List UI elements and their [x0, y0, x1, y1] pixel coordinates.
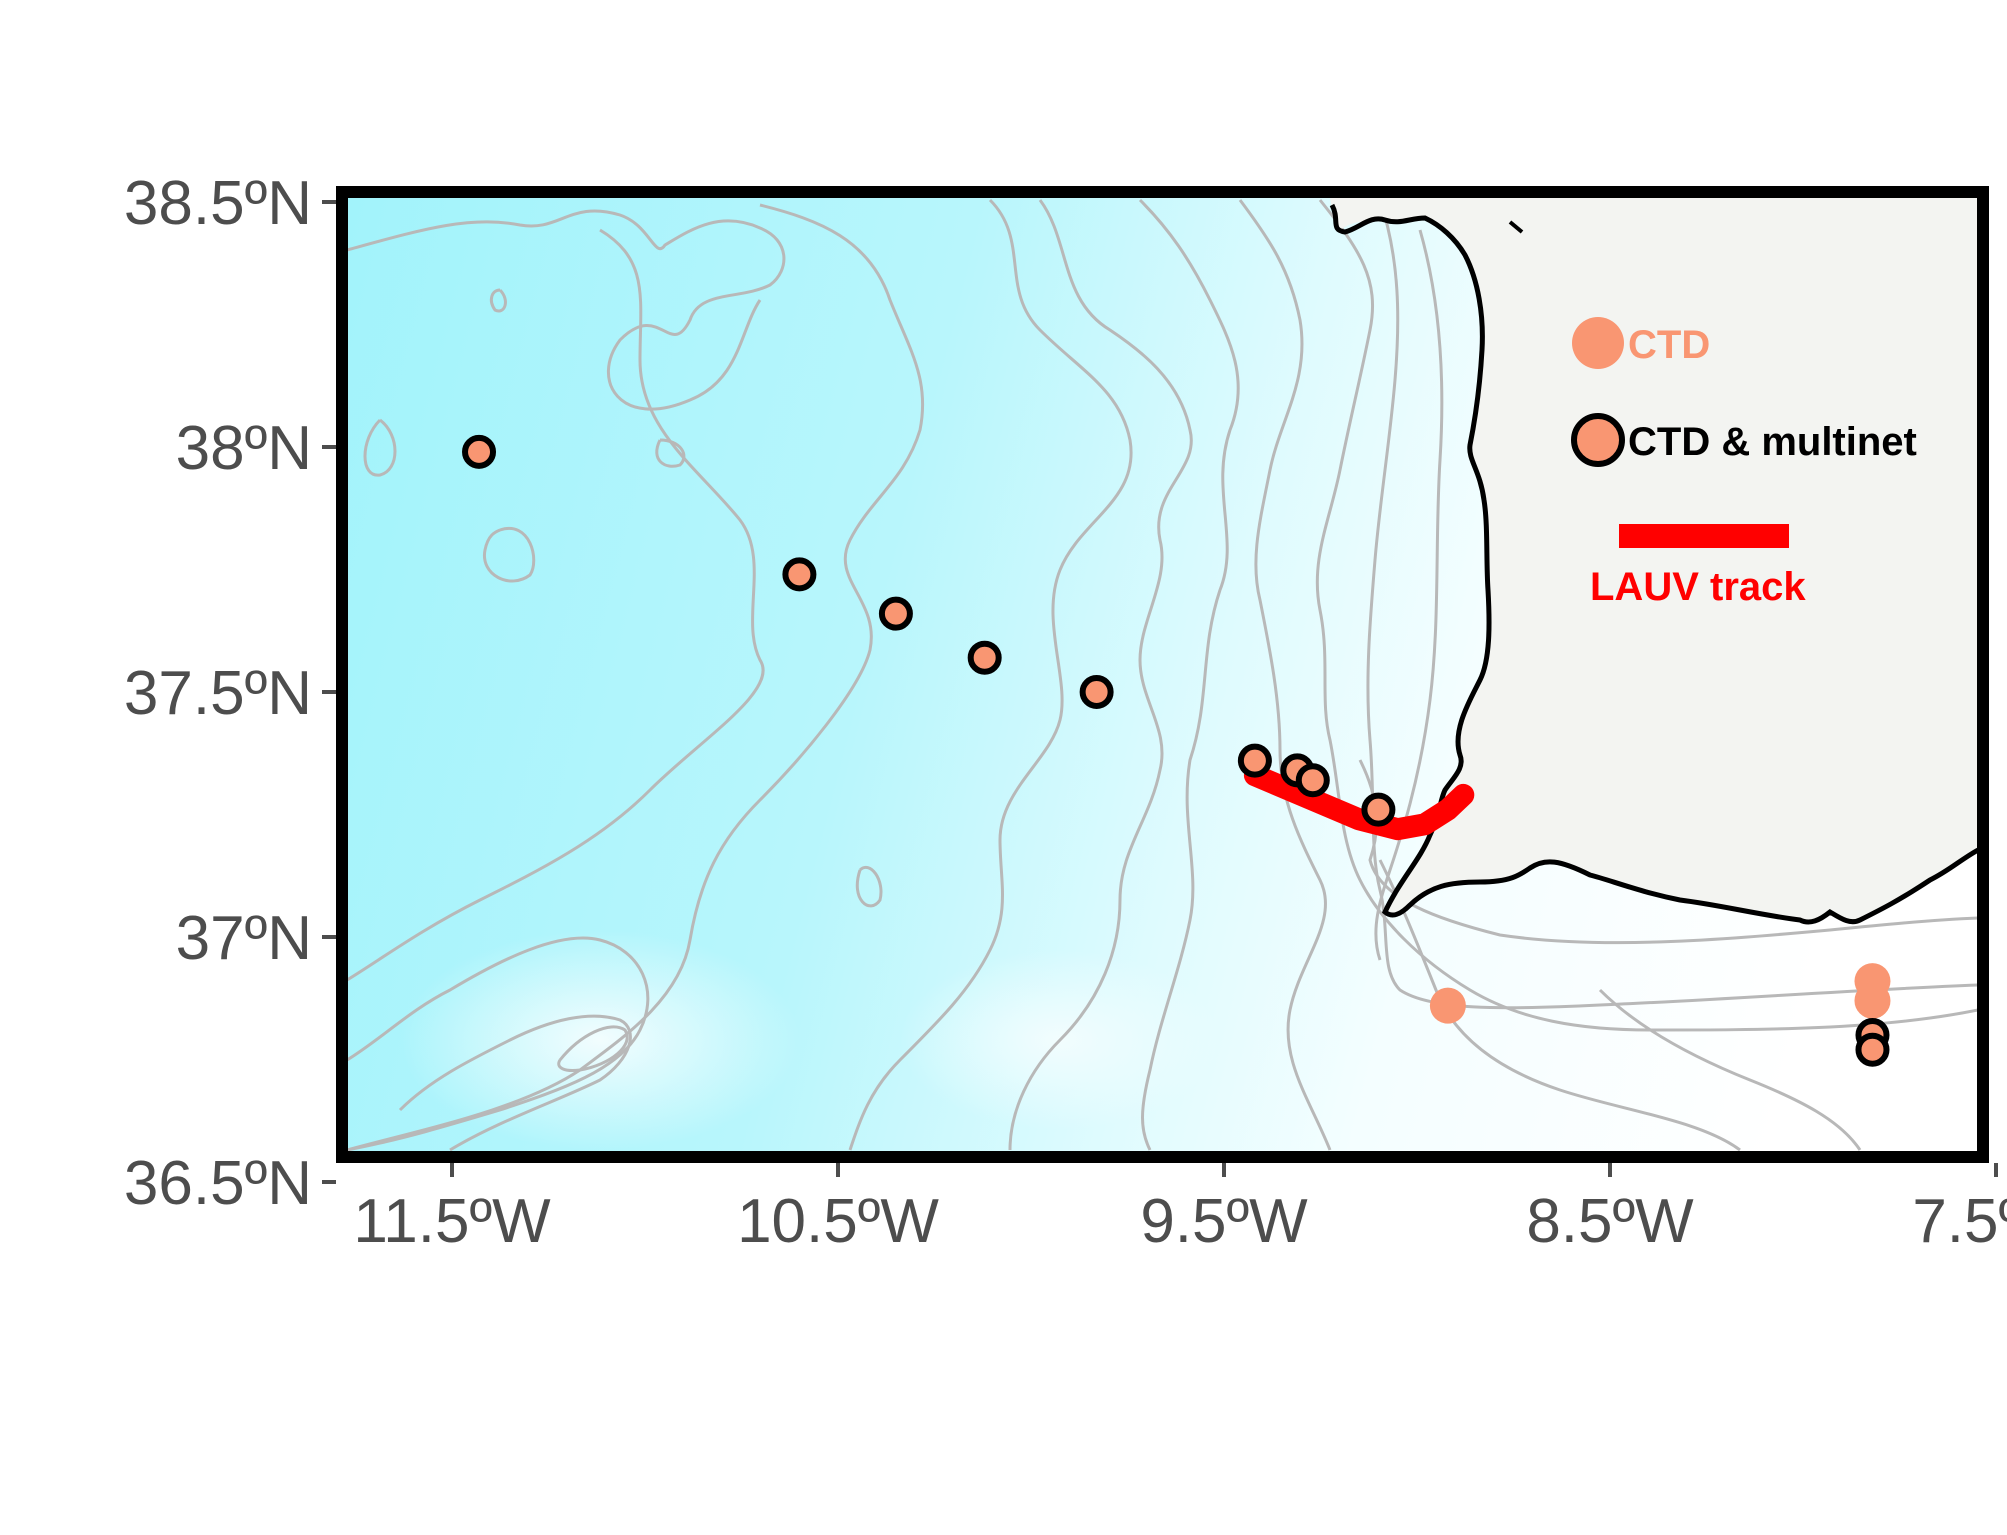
ctd-station-marker [1854, 982, 1891, 1019]
ctd-multinet-station-marker [1361, 792, 1396, 827]
ctd-multinet-station-marker [1237, 743, 1272, 778]
y-tick-label: 37ºN [176, 904, 312, 973]
contour-line [1378, 859, 1741, 1152]
x-tick-label: 9.5ºW [1140, 1187, 1308, 1256]
ctd-multinet-station-marker [1079, 675, 1114, 709]
x-tick-label: 8.5ºW [1526, 1187, 1694, 1256]
x-tick-label: 7.5ºW [1912, 1187, 2007, 1256]
legend-ctd-multinet-label: CTD & multinet [1628, 420, 1917, 464]
contour-line [347, 228, 765, 982]
contour-line [363, 418, 397, 477]
ctd-station-marker [1429, 987, 1466, 1024]
land-area [1330, 197, 1978, 923]
y-axis: 38.5ºN 38ºN 37.5ºN 37ºN 36.5ºN [124, 169, 336, 1218]
contour-line [1374, 229, 1444, 961]
contour-line [655, 438, 686, 468]
map-border [336, 186, 1989, 1163]
legend: CTD CTD & multinet LAUV track [1571, 317, 1917, 609]
y-tick-label: 38.5ºN [124, 169, 312, 238]
seamount-shallows [400, 930, 800, 1150]
ctd-multinet-station-marker [1855, 1032, 1890, 1067]
contour-line [347, 203, 925, 1152]
contour-line [347, 936, 650, 1152]
contour-line [1598, 988, 1862, 1151]
x-tick-label: 10.5ºW [737, 1187, 939, 1256]
x-tick-label: 11.5ºW [353, 1187, 551, 1256]
contour-line [1008, 199, 1193, 1151]
bathymetry-contours [347, 198, 1978, 1152]
legend-ctd-marker [1572, 317, 1624, 369]
ctd-multinet-station-marker [782, 557, 817, 592]
contour-line [489, 288, 507, 313]
ctd-multinet-station-marker [967, 640, 1002, 675]
y-tick-label: 38ºN [176, 414, 312, 483]
ctd-multinet-station-marker [878, 596, 913, 631]
stations [462, 434, 1891, 1067]
contour-line [848, 198, 1133, 1151]
y-tick-label: 36.5ºN [124, 1149, 312, 1218]
map-panel [347, 197, 1978, 1152]
x-axis: 11.5ºW 10.5ºW 9.5ºW 8.5ºW 7.5ºW [353, 1163, 2007, 1256]
contour-line [483, 526, 536, 583]
coastline-fragment [1508, 220, 1524, 234]
contour-line [1358, 759, 1978, 945]
legend-ctd-multinet-marker [1571, 413, 1625, 467]
legend-track-swatch [1619, 524, 1789, 548]
contour-line [1238, 199, 1332, 1151]
lauv-track [1243, 764, 1475, 841]
ctd-multinet-station-marker [462, 434, 497, 469]
contour-line [1138, 198, 1240, 1151]
legend-ctd-label: CTD [1628, 323, 1710, 367]
contour-line [347, 209, 786, 411]
y-tick-label: 37.5ºN [124, 659, 312, 728]
contour-line [398, 1014, 632, 1152]
contour-line [557, 1025, 629, 1072]
legend-track-label: LAUV track [1590, 565, 1806, 609]
ctd-multinet-station-marker [1295, 763, 1330, 798]
contour-line [855, 866, 883, 908]
